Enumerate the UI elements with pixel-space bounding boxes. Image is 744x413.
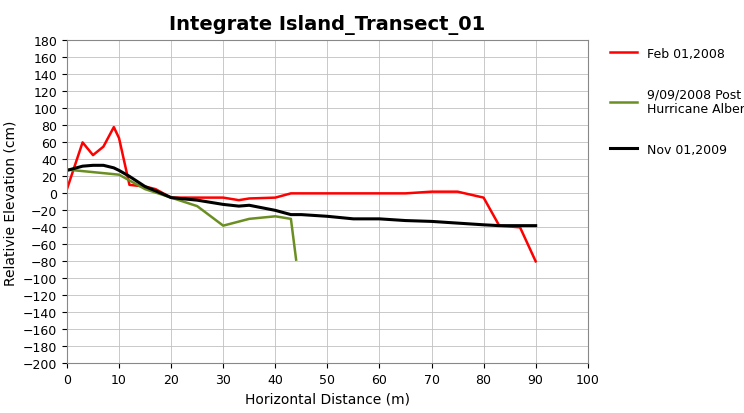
Line: 9/09/2008 Post
Hurricane Alberto: 9/09/2008 Post Hurricane Alberto: [67, 170, 296, 260]
9/09/2008 Post
Hurricane Alberto: [219, 223, 228, 228]
Nov 01,2009: [219, 202, 228, 207]
Nov 01,2009: [531, 223, 540, 228]
Nov 01,2009: [323, 214, 332, 219]
Feb 01,2008: [531, 259, 540, 264]
Feb 01,2008: [427, 190, 436, 195]
9/09/2008 Post
Hurricane Alberto: [245, 217, 254, 222]
Feb 01,2008: [141, 185, 150, 190]
Feb 01,2008: [219, 196, 228, 201]
Nov 01,2009: [495, 223, 504, 228]
Feb 01,2008: [297, 191, 306, 196]
Nov 01,2009: [62, 169, 71, 173]
Nov 01,2009: [271, 209, 280, 214]
Nov 01,2009: [89, 164, 97, 169]
9/09/2008 Post
Hurricane Alberto: [141, 187, 150, 192]
Nov 01,2009: [78, 164, 87, 169]
Feb 01,2008: [401, 191, 410, 196]
Nov 01,2009: [151, 189, 160, 194]
Feb 01,2008: [349, 191, 358, 196]
9/09/2008 Post
Hurricane Alberto: [271, 214, 280, 219]
Nov 01,2009: [297, 213, 306, 218]
Legend: Feb 01,2008, 9/09/2008 Post
Hurricane Alberto, Nov 01,2009: Feb 01,2008, 9/09/2008 Post Hurricane Al…: [609, 47, 744, 156]
Nov 01,2009: [375, 217, 384, 222]
Nov 01,2009: [479, 223, 488, 228]
Feb 01,2008: [323, 191, 332, 196]
Feb 01,2008: [89, 153, 97, 158]
Nov 01,2009: [141, 185, 150, 190]
Nov 01,2009: [125, 174, 134, 179]
Feb 01,2008: [479, 196, 488, 201]
Feb 01,2008: [125, 183, 134, 188]
Feb 01,2008: [234, 198, 243, 203]
Feb 01,2008: [78, 140, 87, 145]
Line: Nov 01,2009: Nov 01,2009: [67, 166, 536, 226]
Feb 01,2008: [516, 225, 525, 230]
Nov 01,2009: [516, 223, 525, 228]
Feb 01,2008: [62, 187, 71, 192]
Feb 01,2008: [99, 145, 108, 150]
Nov 01,2009: [286, 213, 295, 218]
Feb 01,2008: [245, 197, 254, 202]
Y-axis label: Relativie Elevation (cm): Relativie Elevation (cm): [3, 120, 17, 285]
Feb 01,2008: [151, 187, 160, 192]
Feb 01,2008: [453, 190, 462, 195]
Nov 01,2009: [109, 166, 118, 171]
X-axis label: Horizontal Distance (m): Horizontal Distance (m): [245, 392, 410, 406]
Nov 01,2009: [349, 217, 358, 222]
Nov 01,2009: [453, 221, 462, 226]
Feb 01,2008: [286, 191, 295, 196]
Nov 01,2009: [427, 219, 436, 224]
Nov 01,2009: [193, 198, 202, 203]
Feb 01,2008: [375, 191, 384, 196]
9/09/2008 Post
Hurricane Alberto: [292, 258, 301, 263]
9/09/2008 Post
Hurricane Alberto: [167, 196, 176, 201]
9/09/2008 Post
Hurricane Alberto: [193, 204, 202, 209]
9/09/2008 Post
Hurricane Alberto: [115, 173, 124, 178]
9/09/2008 Post
Hurricane Alberto: [89, 170, 97, 175]
Feb 01,2008: [167, 196, 176, 201]
Feb 01,2008: [193, 196, 202, 201]
Feb 01,2008: [495, 223, 504, 228]
Feb 01,2008: [109, 125, 118, 130]
Nov 01,2009: [99, 164, 108, 169]
9/09/2008 Post
Hurricane Alberto: [62, 168, 71, 173]
Title: Integrate Island_Transect_01: Integrate Island_Transect_01: [169, 15, 486, 35]
Nov 01,2009: [401, 218, 410, 223]
Nov 01,2009: [234, 204, 243, 209]
Nov 01,2009: [167, 196, 176, 201]
Feb 01,2008: [271, 196, 280, 201]
Feb 01,2008: [115, 136, 124, 141]
9/09/2008 Post
Hurricane Alberto: [286, 217, 295, 222]
Line: Feb 01,2008: Feb 01,2008: [67, 128, 536, 262]
Nov 01,2009: [245, 203, 254, 208]
Nov 01,2009: [115, 169, 124, 173]
